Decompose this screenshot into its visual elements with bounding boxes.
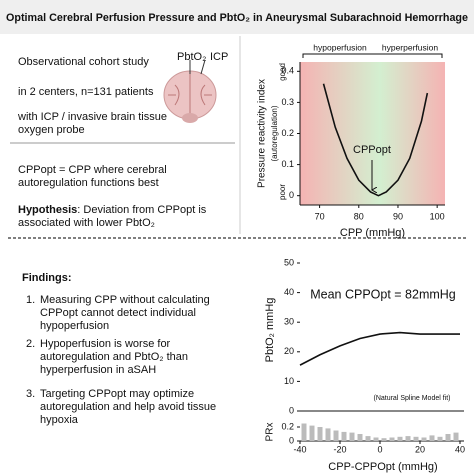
annotation: (Natural Spline Model fit) [373, 395, 450, 402]
x-tick-label: -40 [293, 444, 306, 454]
probe [200, 59, 206, 75]
x-tick-label: 0 [377, 444, 382, 454]
bar [381, 438, 387, 441]
finding-number: 1. [26, 294, 36, 306]
y2-tick-label: 0 [289, 435, 294, 445]
finding-text: Hypoperfusion is worse for autoregulatio… [40, 338, 188, 376]
y-tick-label: 0 [289, 190, 294, 200]
annotation: CPPopt [353, 144, 391, 156]
x-tick-label: -20 [333, 444, 346, 454]
y-tick-label: 20 [284, 346, 294, 356]
study-line: with ICP / invasive brain tissue oxygen … [18, 111, 167, 136]
annotation: hypoperfusion [313, 42, 367, 52]
bar [429, 435, 435, 441]
curve [322, 83, 429, 197]
annotation: poor [278, 184, 287, 200]
image-label: PbtO₂ [177, 51, 206, 63]
x-tick-label: 70 [315, 211, 325, 221]
annotation: Mean CPPOpt = 82mmHg [310, 287, 456, 301]
bar [453, 432, 459, 441]
annotation: good [278, 63, 287, 81]
y-tick-label: 0.1 [281, 159, 294, 169]
image-label: ICP [210, 51, 228, 63]
y-tick-label: 0 [289, 405, 294, 415]
y-tick-label: 40 [284, 287, 294, 297]
bracket [372, 53, 443, 58]
y-tick-label: 0.2 [281, 128, 294, 138]
y-tick-label: 50 [284, 257, 294, 267]
brain-icon [163, 70, 217, 123]
bar [301, 423, 307, 441]
x-tick-label: 20 [415, 444, 425, 454]
bar [325, 428, 331, 441]
y2-tick-label: 0.2 [281, 421, 294, 431]
bar [373, 437, 379, 441]
bar [405, 436, 411, 441]
y2-axis-label: PRx [265, 423, 276, 442]
y-tick-label: 0.4 [281, 66, 294, 76]
bar [333, 430, 339, 441]
bar [317, 427, 323, 441]
bar [341, 431, 347, 441]
annotation: hyperperfusion [382, 42, 439, 52]
definition: CPPopt = CPP where cerebral autoregulati… [18, 164, 167, 189]
bracket [302, 53, 372, 58]
study-line: Observational cohort study [18, 56, 149, 68]
y-axis-label: PbtO₂ mmHg [264, 298, 276, 363]
x-tick-label: 40 [455, 444, 465, 454]
bar [389, 437, 395, 441]
bar [309, 425, 315, 441]
hypothesis-text: : Deviation from CPPopt is associated wi… [18, 204, 207, 229]
bar [445, 434, 451, 441]
findings-heading: Findings: [22, 272, 72, 284]
y-tick-label: 30 [284, 317, 294, 327]
bar [421, 437, 427, 441]
bar [413, 436, 419, 441]
bar [357, 434, 363, 441]
y-tick-label: 10 [284, 376, 294, 386]
x-axis-label: CPP (mmHg) [340, 227, 405, 239]
y-tick-label: 0.3 [281, 97, 294, 107]
bar [437, 436, 443, 441]
title-band [0, 0, 474, 34]
finding-number: 3. [26, 388, 36, 400]
x-tick-label: 80 [354, 211, 364, 221]
bar [349, 432, 355, 441]
bar [397, 436, 403, 441]
x-tick-label: 90 [393, 211, 403, 221]
finding-number: 2. [26, 338, 36, 350]
title: Optimal Cerebral Perfusion Pressure and … [6, 12, 468, 24]
finding-text: Targeting CPPopt may optimize autoregula… [40, 388, 217, 426]
bar [365, 436, 371, 441]
hypothesis: Hypothesis: Deviation from CPPopt is ass… [18, 204, 233, 230]
study-line: in 2 centers, n=131 patients [18, 86, 154, 98]
finding-text: Measuring CPP without calculating CPPopt… [40, 294, 210, 332]
y-axis-sublabel: (autoregulation) [270, 105, 279, 161]
spline-line [299, 331, 460, 366]
x-tick-label: 100 [430, 211, 445, 221]
y-axis-label: Pressure reactivity index [257, 79, 268, 188]
hypothesis-label: Hypothesis [18, 204, 78, 216]
x-axis-label: CPP-CPPOpt (mmHg) [328, 461, 437, 473]
